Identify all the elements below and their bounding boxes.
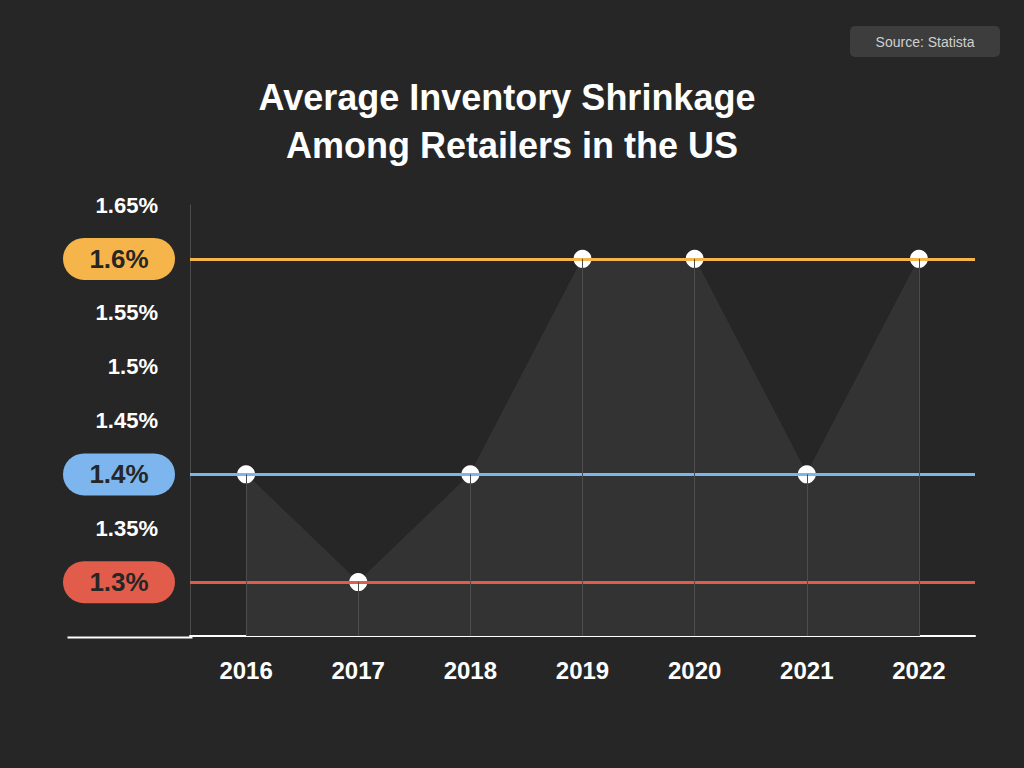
svg-text:Average Inventory Shrinkage: Average Inventory Shrinkage: [259, 77, 766, 118]
svg-text:1.5%: 1.5%: [108, 354, 158, 379]
svg-text:2018: 2018: [444, 657, 497, 684]
svg-text:2022: 2022: [892, 657, 945, 684]
svg-text:2017: 2017: [332, 657, 385, 684]
svg-text:2020: 2020: [668, 657, 721, 684]
svg-text:1.35%: 1.35%: [96, 516, 158, 541]
svg-text:1.65%: 1.65%: [96, 193, 158, 218]
svg-text:1.4%: 1.4%: [89, 459, 148, 489]
svg-text:1.6%: 1.6%: [89, 244, 148, 274]
svg-text:Among Retailers in the US: Among Retailers in the US: [286, 125, 738, 166]
svg-text:2021: 2021: [780, 657, 833, 684]
svg-text:1.45%: 1.45%: [96, 408, 158, 433]
svg-text:1.55%: 1.55%: [96, 300, 158, 325]
svg-text:2019: 2019: [556, 657, 609, 684]
svg-text:1.3%: 1.3%: [89, 567, 148, 597]
svg-text:2016: 2016: [219, 657, 272, 684]
svg-text:Source: Statista: Source: Statista: [876, 34, 975, 50]
